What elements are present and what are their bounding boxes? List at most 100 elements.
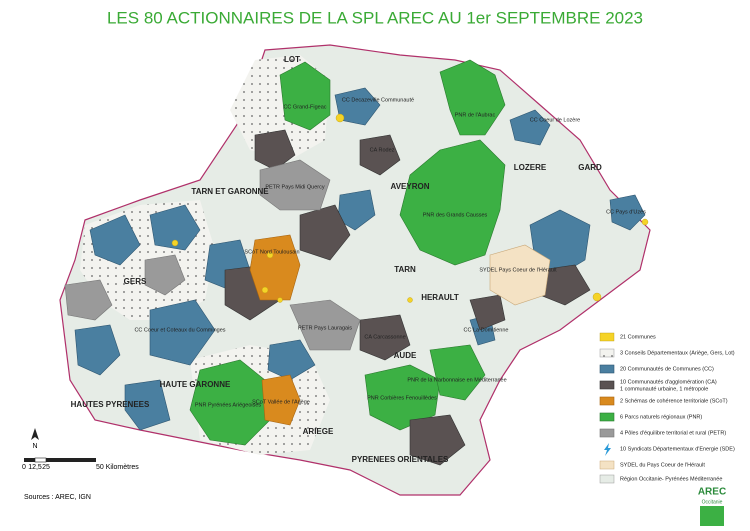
ca: [299, 204, 351, 261]
sydel: [489, 244, 551, 306]
commune: [261, 286, 269, 294]
pnr: [279, 61, 331, 131]
department-label: GERS: [124, 277, 147, 286]
department-label: LOZERE: [514, 163, 547, 172]
department-label: PYRENEES ORIENTALES: [352, 455, 449, 464]
place-label: PETR Pays Lauragais: [298, 325, 352, 331]
department-label: TARN ET GARONNE: [191, 187, 269, 196]
cc: [149, 204, 201, 251]
place-label: PNR de l'Aubrac: [455, 112, 496, 118]
logo-name: AREC: [698, 487, 726, 498]
place-label: CA Carcassonne: [364, 334, 405, 340]
legend-label: 20 Communautés de Communes (CC): [620, 366, 714, 372]
pnr: [189, 359, 271, 446]
place-label: CC Grand-Figeac: [283, 104, 326, 110]
place-label: SCoT Vallée de l'Ariège: [252, 399, 310, 405]
scale-bar: [24, 458, 35, 462]
cc-areas: [74, 87, 646, 431]
ca: [359, 134, 401, 176]
legend-label: 2 Schémas de cohérence territoriale (SCo…: [620, 398, 728, 404]
pnr: [399, 139, 506, 266]
legend: 21 Communes 3 Conseils Départementaux (A…: [599, 332, 735, 484]
scot-areas: [249, 234, 301, 426]
place-labels: CC Grand-Figeac PNR de l'Aubrac CC Coeur…: [134, 97, 646, 408]
place-label: PNR de la Narbonnaise en Méditerranée: [407, 377, 506, 383]
scale-label: 25: [42, 464, 50, 471]
cc: [124, 379, 171, 431]
place-label: CC Decazeville Communauté: [342, 97, 414, 103]
department-label: HAUTES PYRENEES: [71, 400, 150, 409]
commune: [266, 251, 274, 259]
cc: [89, 214, 141, 266]
petr-areas: [64, 159, 361, 351]
legend-label: 21 Communes: [620, 334, 656, 340]
legend-swatch: [599, 380, 615, 390]
legend-label: SYDEL du Pays Coeur de l'Hérault: [620, 462, 705, 468]
logo-mark: [700, 506, 724, 526]
department-label: AVEYRON: [391, 182, 430, 191]
pnr: [439, 59, 506, 136]
commune: [592, 292, 602, 302]
petr: [289, 299, 361, 351]
department-label: GARD: [578, 163, 602, 172]
ca: [469, 294, 506, 331]
ca-areas: [224, 129, 591, 466]
commune: [171, 239, 179, 247]
place-label: PNR Pyrénées Ariégeoises: [195, 402, 262, 408]
north-label: N: [32, 443, 37, 450]
logo: AREC Occitanie: [698, 487, 726, 526]
cc: [609, 194, 646, 231]
scale-label: 50 Kilomètres: [96, 464, 139, 471]
place-label: SYDEL Pays Coeur de l'Hérault: [479, 267, 557, 273]
department-label: AUDE: [394, 351, 417, 360]
place-label: PNR des Grands Causses: [423, 212, 488, 218]
place-label: SCoT Nord Toulousain: [244, 249, 299, 255]
cc: [74, 324, 121, 376]
legend-swatch: [599, 364, 615, 374]
north-arrow: [31, 428, 39, 440]
legend-label: 6 Parcs naturels régionaux (PNR): [620, 414, 702, 420]
place-label: CA Rodez: [370, 147, 395, 153]
cc: [267, 339, 316, 381]
legend-swatch: [599, 412, 615, 422]
ca: [359, 314, 411, 361]
legend-label: 10 Syndicats Départementaux d'Energie (S…: [620, 446, 735, 452]
scot: [261, 374, 301, 426]
legend-label: 4 Pôles d'équilibre territorial et rural…: [620, 430, 726, 436]
legend-swatch: [599, 348, 615, 358]
legend-icon: [604, 443, 611, 456]
scot: [249, 234, 301, 301]
department-labels: LOT AVEYRON LOZERE GARD TARN ET GARONNE …: [71, 55, 602, 464]
commune: [641, 218, 649, 226]
department-label: HAUTE GARONNE: [160, 380, 231, 389]
commune: [277, 297, 283, 303]
legend-swatch: [599, 428, 615, 438]
communes: [171, 113, 649, 303]
petr: [64, 279, 113, 321]
commune: [407, 297, 413, 303]
map: [59, 44, 651, 496]
legend-label: 10 Communautés d'agglomération (CA): [620, 379, 717, 385]
pnr: [429, 344, 486, 401]
place-label: CC Coeur et Coteaux du Comminges: [134, 327, 225, 333]
ca: [409, 414, 466, 466]
ca: [254, 129, 296, 171]
legend-swatch: [599, 460, 615, 470]
place-label: PNR Corbières Fenouillèdes: [367, 395, 437, 401]
scale-bar: [34, 457, 47, 463]
place-label: CC Pays d'Uzès: [606, 209, 646, 215]
title: LES 80 ACTIONNAIRES DE LA SPL AREC AU 1e…: [107, 8, 643, 27]
petr: [144, 254, 186, 296]
scale-label: 0: [22, 464, 26, 471]
place-label: CC La Domitienne: [464, 327, 509, 333]
source: Sources : AREC, IGN: [24, 494, 91, 501]
legend-label: 3 Conseils Départementaux (Ariège, Gers,…: [620, 350, 735, 356]
cc: [149, 299, 216, 366]
place-label: PETR Pays Midi Quercy: [265, 184, 325, 190]
department-label: ARIEGE: [303, 427, 334, 436]
pnr-areas: [189, 59, 506, 446]
logo-subtitle: Occitanie: [702, 499, 723, 505]
scale: N 0 12,5 25 50 Kilomètres Sources : AREC…: [22, 428, 139, 501]
commune: [335, 113, 345, 123]
